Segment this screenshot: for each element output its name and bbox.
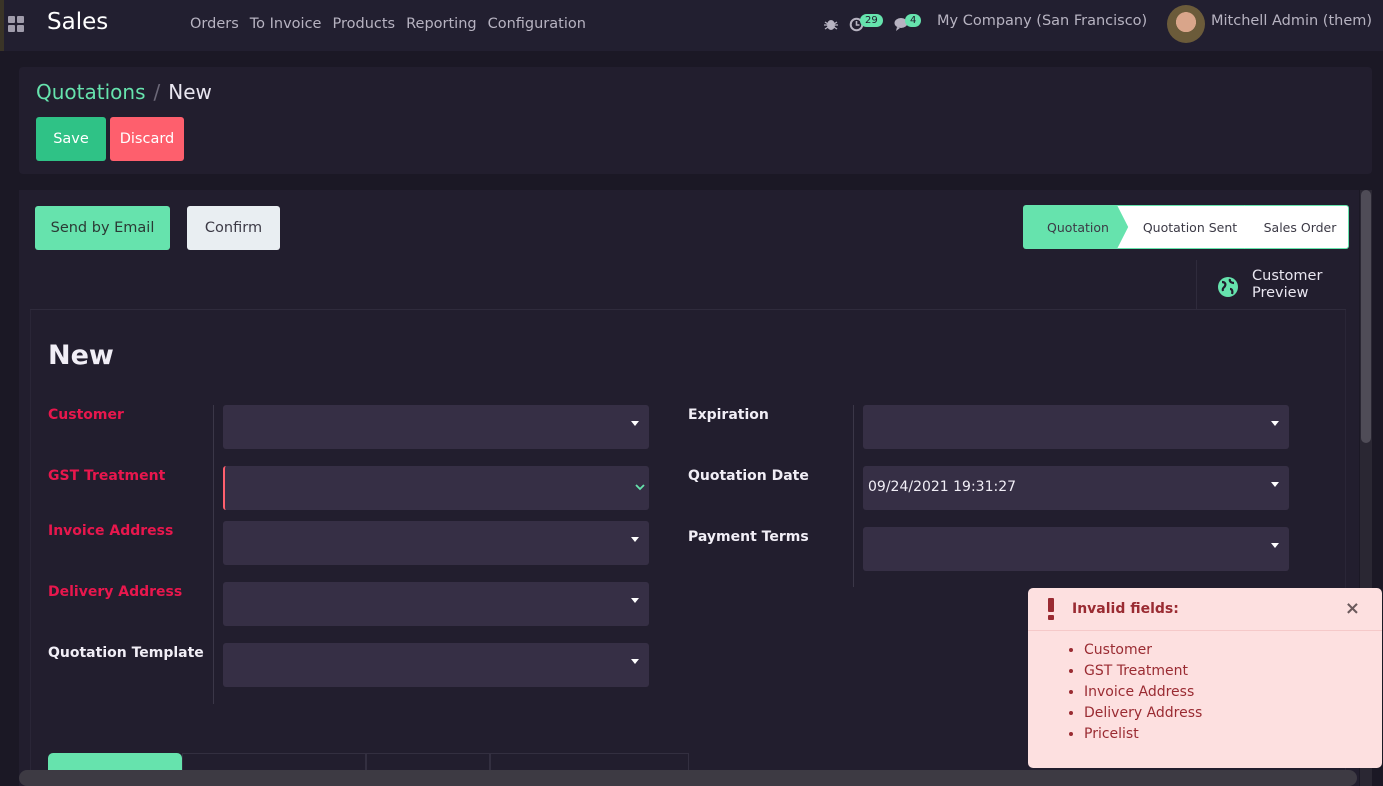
tab-customer-signature[interactable] xyxy=(490,753,689,773)
activity-count-badge: 29 xyxy=(860,14,883,27)
invalid-fields-list: Customer GST Treatment Invoice Address D… xyxy=(1084,640,1382,745)
gst-treatment-select[interactable] xyxy=(223,466,649,510)
message-count-badge: 4 xyxy=(905,14,922,27)
discard-button[interactable]: Discard xyxy=(110,117,184,161)
user-menu[interactable]: Mitchell Admin (them) xyxy=(1211,13,1373,29)
quotation-template-field[interactable] xyxy=(223,643,649,687)
globe-icon xyxy=(1218,277,1238,297)
breadcrumb-current: New xyxy=(168,80,212,104)
dropdown-caret-icon xyxy=(631,537,639,542)
menu-reporting[interactable]: Reporting xyxy=(406,16,477,32)
list-item: Invoice Address xyxy=(1084,682,1382,703)
menu-configuration[interactable]: Configuration xyxy=(487,16,586,32)
quotation-date-label: Quotation Date xyxy=(688,468,809,484)
tab-optional-products[interactable] xyxy=(182,753,366,773)
quotation-template-label: Quotation Template xyxy=(48,645,204,661)
company-switcher[interactable]: My Company (San Francisco) xyxy=(937,13,1148,29)
list-item: Delivery Address xyxy=(1084,703,1382,724)
dropdown-caret-icon xyxy=(1271,482,1279,487)
confirm-button[interactable]: Confirm xyxy=(187,206,280,250)
form-sheet xyxy=(30,310,1346,786)
customer-preview-line1: Customer xyxy=(1252,268,1323,284)
button-box xyxy=(30,260,1346,310)
vertical-scrollbar-thumb[interactable] xyxy=(1361,190,1371,443)
save-button[interactable]: Save xyxy=(36,117,106,161)
menu-to-invoice[interactable]: To Invoice xyxy=(249,16,322,32)
quotation-date-field[interactable]: 09/24/2021 19:31:27 xyxy=(863,466,1289,510)
payment-terms-label: Payment Terms xyxy=(688,529,809,545)
stage-quotation-sent[interactable]: Quotation Sent xyxy=(1117,205,1257,249)
send-by-email-button[interactable]: Send by Email xyxy=(35,206,170,250)
bug-icon[interactable] xyxy=(824,16,838,32)
invalid-fields-notification: Invalid fields: × Customer GST Treatment… xyxy=(1028,588,1382,768)
customer-preview-button[interactable]: Customer Preview xyxy=(1196,260,1346,310)
dropdown-caret-icon xyxy=(631,421,639,426)
control-panel xyxy=(19,67,1372,174)
tab-other-info[interactable] xyxy=(366,753,490,773)
group-divider xyxy=(213,405,214,704)
delivery-address-field[interactable] xyxy=(223,582,649,626)
payment-terms-field[interactable] xyxy=(863,527,1289,571)
stage-sales-order[interactable]: Sales Order xyxy=(1244,205,1349,249)
breadcrumb: Quotations / New xyxy=(36,80,212,104)
gst-treatment-label: GST Treatment xyxy=(48,468,166,484)
stage-quotation[interactable]: Quotation xyxy=(1023,205,1133,249)
expiration-label: Expiration xyxy=(688,407,769,423)
breadcrumb-separator: / xyxy=(153,80,161,104)
breadcrumb-quotations[interactable]: Quotations xyxy=(36,80,146,104)
delivery-address-label: Delivery Address xyxy=(48,584,183,600)
exclamation-icon xyxy=(1048,598,1054,620)
quotation-date-value: 09/24/2021 19:31:27 xyxy=(868,479,1017,495)
list-item: Customer xyxy=(1084,640,1382,661)
record-title: New xyxy=(48,340,114,371)
group-divider xyxy=(853,405,854,587)
messages-icon[interactable] xyxy=(894,16,912,32)
close-icon[interactable]: × xyxy=(1344,598,1360,619)
list-item: Pricelist xyxy=(1084,724,1382,745)
dropdown-caret-icon xyxy=(631,598,639,603)
invoice-address-label: Invoice Address xyxy=(48,523,174,539)
top-navbar xyxy=(0,0,1383,51)
customer-label: Customer xyxy=(48,407,124,423)
expiration-field[interactable] xyxy=(863,405,1289,449)
list-item: GST Treatment xyxy=(1084,661,1382,682)
menu-products[interactable]: Products xyxy=(332,16,396,32)
customer-preview-line2: Preview xyxy=(1252,285,1309,301)
menu-orders[interactable]: Orders xyxy=(190,16,239,32)
customer-field[interactable] xyxy=(223,405,649,449)
dropdown-caret-icon xyxy=(1271,421,1279,426)
main-menu: Orders To Invoice Products Reporting Con… xyxy=(190,16,586,32)
app-title: Sales xyxy=(47,9,109,35)
user-avatar[interactable] xyxy=(1167,5,1205,43)
dropdown-caret-icon xyxy=(1271,543,1279,548)
notification-title: Invalid fields: xyxy=(1072,601,1179,617)
tab-order-lines[interactable] xyxy=(48,753,182,773)
invoice-address-field[interactable] xyxy=(223,521,649,565)
horizontal-scrollbar[interactable] xyxy=(19,770,1357,786)
dropdown-caret-icon xyxy=(631,659,639,664)
chevron-down-icon xyxy=(635,484,645,491)
apps-menu-icon[interactable] xyxy=(8,16,24,32)
